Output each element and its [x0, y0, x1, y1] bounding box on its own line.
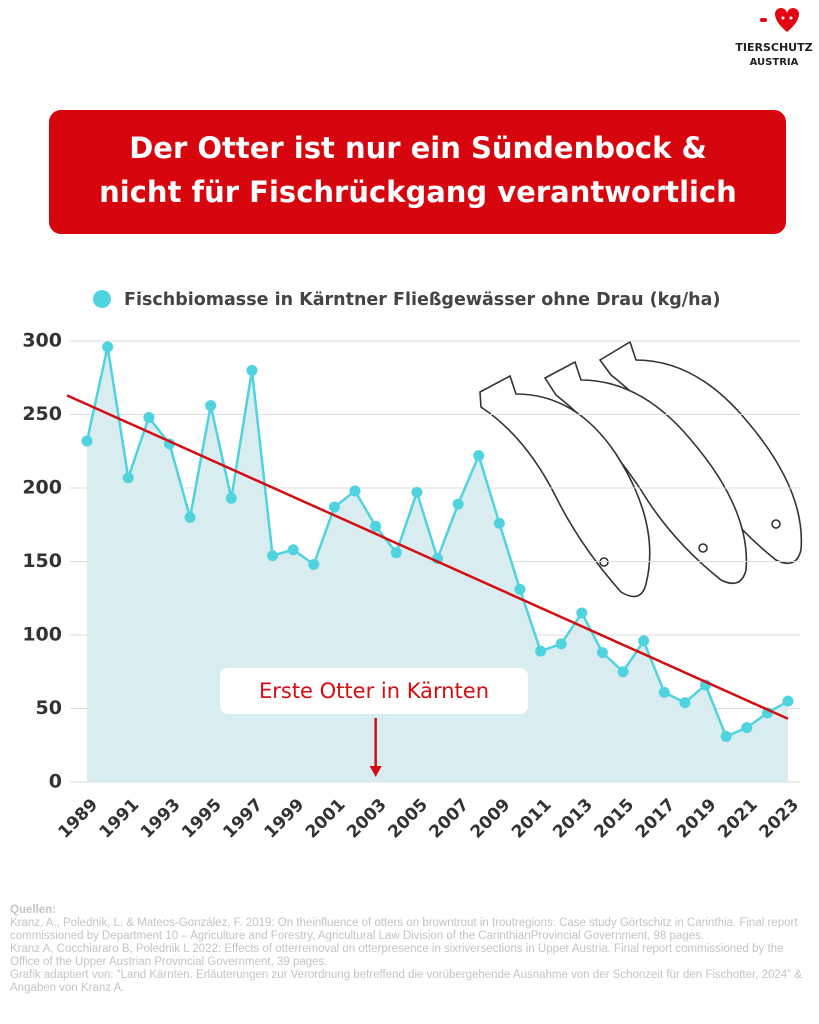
x-tick-label: 2015 — [591, 795, 639, 843]
x-tick-label: 2023 — [755, 795, 803, 843]
y-tick-label: 200 — [22, 477, 62, 499]
x-tick-label: 2013 — [549, 795, 597, 843]
x-tick-label: 2019 — [673, 795, 721, 843]
x-tick-label: 1995 — [178, 795, 226, 843]
source-reference: Grafik adaptiert von: “Land Kärnten. Erl… — [10, 969, 802, 994]
x-tick-label: 1999 — [261, 795, 309, 843]
x-tick-label: 2001 — [302, 795, 350, 843]
point — [679, 697, 691, 709]
point — [81, 435, 93, 447]
x-tick-label: 2011 — [508, 795, 556, 843]
chart-title: nicht für Fischrückgang verantwortlich — [99, 175, 737, 209]
chart-title: Der Otter ist nur ein Sündenbock & — [129, 131, 707, 165]
annotation-box — [220, 668, 528, 714]
y-tick-label: 300 — [22, 330, 62, 352]
y-tick-label: 150 — [22, 550, 62, 572]
point — [596, 647, 608, 659]
sources-heading: Quellen: — [10, 904, 57, 916]
point — [370, 520, 382, 532]
x-tick-label: 1991 — [96, 795, 144, 843]
x-tick-label: 2017 — [632, 795, 680, 843]
point — [741, 722, 753, 734]
y-tick-label: 250 — [22, 403, 62, 425]
point — [328, 501, 340, 513]
x-tick-label: 1989 — [54, 795, 102, 843]
point — [411, 486, 423, 498]
legend-marker — [93, 290, 111, 308]
logo-text: AUSTRIA — [750, 57, 799, 68]
x-tick-label: 2003 — [343, 795, 391, 843]
annotation-arrowhead — [369, 766, 382, 777]
point — [287, 544, 299, 556]
x-tick-label: 1993 — [137, 795, 185, 843]
point — [493, 517, 505, 529]
chart: TIERSCHUTZ AUSTRIA Der Otter ist nur ein… — [22, 8, 813, 843]
legend-label: Fischbiomasse in Kärntner Fließgewässer … — [124, 290, 720, 310]
point — [658, 686, 670, 698]
y-tick-label: 0 — [49, 771, 62, 793]
point — [638, 635, 650, 647]
point — [782, 695, 794, 707]
point — [576, 607, 588, 619]
point — [122, 472, 134, 484]
x-tick-label: 2005 — [384, 795, 432, 843]
point — [267, 550, 279, 562]
logo-icon — [760, 8, 799, 32]
y-tick-label: 50 — [36, 697, 62, 719]
source-reference: Kranz A, Cocchiararo B, Polednik L 2022:… — [10, 943, 784, 968]
point — [617, 666, 629, 678]
point — [184, 511, 196, 523]
x-tick-label: 2021 — [714, 795, 762, 843]
logo-text: TIERSCHUTZ — [735, 41, 812, 54]
point — [225, 492, 237, 504]
point — [102, 341, 114, 353]
y-tick-label: 100 — [22, 624, 62, 646]
point — [205, 400, 217, 412]
title-box — [49, 110, 786, 234]
point — [308, 558, 320, 570]
annotation-text: Erste Otter in Kärnten — [259, 679, 489, 703]
point — [473, 450, 485, 462]
point — [452, 498, 464, 510]
source-reference: Kranz, A., Polednik, L. & Mateos-Gonzále… — [10, 917, 798, 942]
point — [720, 730, 732, 742]
x-tick-label: 2009 — [467, 795, 515, 843]
point — [535, 645, 547, 657]
point — [143, 411, 155, 423]
point — [349, 485, 361, 497]
x-tick-label: 1997 — [219, 795, 267, 843]
point — [246, 364, 258, 376]
point — [555, 638, 567, 650]
x-tick-label: 2007 — [426, 795, 474, 843]
point — [514, 583, 526, 595]
fish-illustration — [479, 340, 803, 598]
trend-line — [66, 394, 789, 720]
sources: Quellen: Kranz, A., Polednik, L. & Mateo… — [10, 904, 810, 995]
point — [390, 547, 402, 559]
